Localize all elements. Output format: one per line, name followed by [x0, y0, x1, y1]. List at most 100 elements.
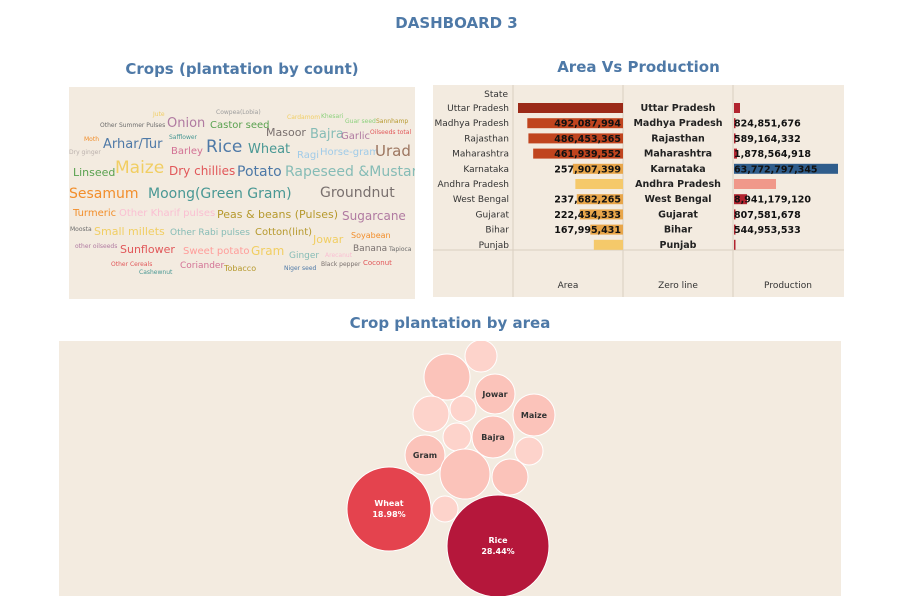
area-bar — [575, 179, 623, 189]
wordcloud-word: Urad — [375, 142, 411, 160]
state-header: State — [484, 90, 508, 100]
bubble-label: Wheat — [374, 499, 403, 508]
wordcloud-word: Horse-gram — [320, 147, 380, 158]
state-label: Gujarat — [476, 210, 510, 220]
bubble — [514, 436, 544, 466]
production-value-label: 63,772,797,345 — [734, 164, 818, 175]
bubble-gram — [404, 434, 446, 476]
area-bar — [518, 103, 623, 113]
wordcloud-title: Crops (plantation by count) — [125, 60, 359, 78]
area-vs-production-panel: State Uttar Pradesh Uttar Pradesh Madhya Pr… — [433, 85, 844, 297]
zero-line-state-label: Andhra Pradesh — [635, 179, 721, 190]
wordcloud-word: Turmeric — [73, 208, 117, 219]
production-bar — [734, 103, 740, 113]
area-value-label: 257,907,399 — [554, 164, 621, 175]
area-vs-production-chart: State Uttar Pradesh Uttar Pradesh Madhya Pr… — [433, 85, 844, 297]
state-label: West Bengal — [453, 195, 509, 205]
bubble — [412, 395, 450, 433]
area-bar — [528, 133, 623, 144]
production-bar — [734, 133, 736, 144]
production-bar — [734, 148, 737, 159]
wordcloud-word: Moong(Green Gram) — [148, 186, 292, 202]
bubble-jowar — [474, 373, 516, 415]
area-bar — [576, 194, 623, 205]
production-bar — [734, 224, 736, 235]
wordcloud-word: Niger seed — [284, 265, 317, 272]
wordcloud-word: Moosta — [70, 226, 92, 233]
wordcloud-word: Sunflower — [120, 243, 175, 256]
area-bar — [533, 148, 623, 159]
area-vs-production-title: Area Vs Production — [557, 58, 720, 76]
wordcloud-panel: Jute Cowpea(Lobia) Cardamom Khesari Guar see… — [69, 87, 415, 299]
area-value-label: 167,995,431 — [554, 225, 621, 236]
zero-line-state-label: West Bengal — [644, 194, 711, 205]
wordcloud-word: Dry ginger — [69, 149, 101, 156]
wordcloud-word: Oilseeds total — [370, 129, 412, 136]
zero-line-state-label: Karnataka — [650, 164, 705, 175]
bubble-chart: Jowar Maize Bajra Gram Wheat 18.98% Rice 28.44% — [346, 341, 556, 596]
production-value-label: 1,878,564,918 — [734, 149, 811, 160]
wordcloud-word: Potato — [237, 164, 282, 180]
wordcloud-word: Sugarcane — [342, 209, 406, 223]
production-bar — [734, 179, 776, 189]
wordcloud-word: Onion — [167, 116, 206, 131]
bubble-chart-panel: Jowar Maize Bajra Gram Wheat 18.98% Rice 28.44% — [59, 341, 841, 596]
wordcloud-word: Soyabean — [351, 231, 391, 240]
bubble-percent-label: 28.44% — [481, 547, 514, 556]
area-bar — [579, 209, 623, 220]
bubble — [423, 353, 471, 401]
bubble-label: Bajra — [481, 433, 505, 442]
wordcloud-word: Safflower — [169, 134, 198, 141]
wordcloud-word: Cowpea(Lobia) — [216, 109, 261, 116]
wordcloud-word: Other Rabi pulses — [170, 228, 250, 238]
bubble-wheat — [346, 466, 432, 552]
production-bar — [734, 239, 736, 250]
wordcloud-word: Peas & beans (Pulses) — [217, 208, 339, 221]
bubble — [442, 422, 472, 452]
wordcloud-word: Bajra — [310, 127, 344, 142]
state-label: Punjab — [479, 241, 510, 251]
zero-line-state-label: Bihar — [664, 225, 693, 236]
area-value-label: 461,939,552 — [554, 149, 621, 160]
dashboard-title: DASHBOARD 3 — [395, 14, 518, 32]
area-bar — [527, 118, 623, 129]
state-label: Bihar — [485, 226, 509, 236]
wordcloud-word: Linseed — [73, 166, 116, 179]
zero-line-state-label: Punjab — [660, 240, 697, 251]
area-bar — [572, 163, 623, 174]
wordcloud-word: Arhar/Tur — [103, 137, 163, 152]
bubble-chart-title: Crop plantation by area — [349, 314, 551, 332]
bubble-percent-label: 18.98% — [372, 510, 405, 519]
state-label: Maharashtra — [452, 150, 509, 160]
production-bar — [734, 163, 838, 174]
production-bar — [734, 209, 736, 220]
wordcloud-word: Sannhamp — [376, 118, 409, 125]
state-label: Rajasthan — [464, 134, 509, 144]
wordcloud-word: Small millets — [94, 225, 165, 238]
bubble — [449, 395, 477, 423]
state-label: Uttar Pradesh — [447, 104, 509, 114]
wordcloud-word: Sesamum — [69, 186, 139, 202]
production-bar — [734, 194, 747, 205]
wordcloud-word: Guar seed — [345, 118, 376, 125]
area-value-label: 486,453,365 — [554, 134, 621, 145]
production-value-label: 544,953,533 — [734, 225, 801, 236]
production-value-label: 824,851,676 — [734, 119, 801, 130]
area-value-label: 492,087,994 — [554, 119, 621, 130]
area-bar — [590, 224, 623, 235]
bubble-maize — [512, 393, 556, 437]
wordcloud-word: Black pepper — [321, 261, 361, 268]
wordcloud-word: Other Cereals — [111, 261, 153, 268]
wordcloud-word: Khesari — [321, 113, 344, 120]
wordcloud-word: Moth — [84, 136, 100, 143]
state-label: Andhra Pradesh — [438, 180, 509, 190]
bubble — [491, 458, 529, 496]
wordcloud-word: Barley — [171, 146, 203, 157]
zero-line-state-label: Gujarat — [658, 209, 698, 220]
wordcloud-word: Wheat — [248, 142, 291, 157]
bubble — [439, 448, 491, 500]
wordcloud-word: Jowar — [313, 233, 344, 246]
production-bar — [734, 118, 736, 129]
wordcloud-word: Other Kharif pulses — [119, 208, 216, 219]
wordcloud-word: Castor seed — [210, 120, 270, 131]
